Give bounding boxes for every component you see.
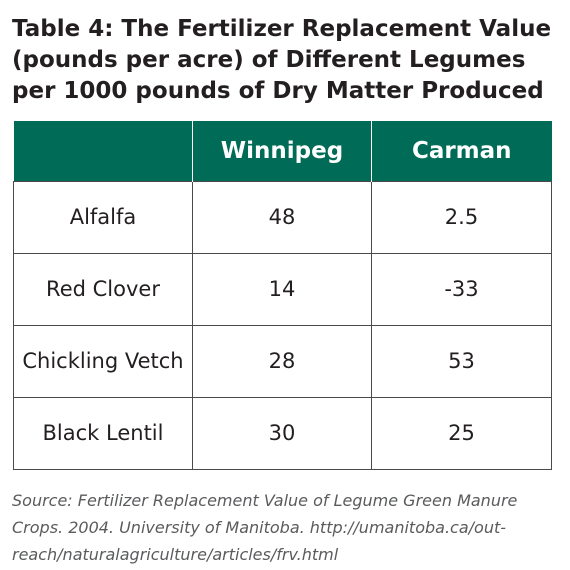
table-row: Red Clover 14 -33 — [13, 253, 552, 326]
table-title: Table 4: The Fertilizer Replacement Valu… — [12, 14, 562, 107]
source-citation: Source: Fertilizer Replacement Value of … — [12, 487, 564, 568]
table-header-row: Winnipeg Carman — [13, 121, 552, 182]
cell-carman: -33 — [371, 253, 552, 326]
cell-winnipeg: 28 — [192, 325, 372, 398]
cell-carman: 25 — [371, 397, 552, 470]
header-carman: Carman — [371, 121, 552, 182]
cell-winnipeg: 48 — [192, 181, 372, 254]
cell-winnipeg: 14 — [192, 253, 372, 326]
cell-winnipeg: 30 — [192, 397, 372, 470]
table-body: Alfalfa 48 2.5 Red Clover 14 -33 Chickli… — [13, 181, 552, 470]
source-line-2: Crops. 2004. University of Manitoba. htt… — [12, 518, 506, 537]
source-line-1: Source: Fertilizer Replacement Value of … — [12, 491, 518, 510]
cell-legume: Red Clover — [13, 253, 193, 326]
table-title-line-2: (pounds per acre) of Different Legumes — [12, 47, 526, 73]
header-legume — [13, 121, 193, 182]
source-line-3: reach/naturalagriculture/articles/frv.ht… — [12, 545, 339, 564]
cell-carman: 53 — [371, 325, 552, 398]
header-winnipeg: Winnipeg — [192, 121, 372, 182]
cell-carman: 2.5 — [371, 181, 552, 254]
fertilizer-table: Winnipeg Carman Alfalfa 48 2.5 Red Clove… — [13, 121, 552, 470]
cell-legume: Alfalfa — [13, 181, 193, 254]
cell-legume: Black Lentil — [13, 397, 193, 470]
table-header: Winnipeg Carman — [13, 121, 552, 182]
table-title-line-1: Table 4: The Fertilizer Replacement Valu… — [12, 16, 552, 42]
table-title-line-3: per 1000 pounds of Dry Matter Produced — [12, 78, 544, 104]
table-row: Chickling Vetch 28 53 — [13, 325, 552, 398]
cell-legume: Chickling Vetch — [13, 325, 193, 398]
table-row: Alfalfa 48 2.5 — [13, 181, 552, 254]
table-row: Black Lentil 30 25 — [13, 397, 552, 470]
